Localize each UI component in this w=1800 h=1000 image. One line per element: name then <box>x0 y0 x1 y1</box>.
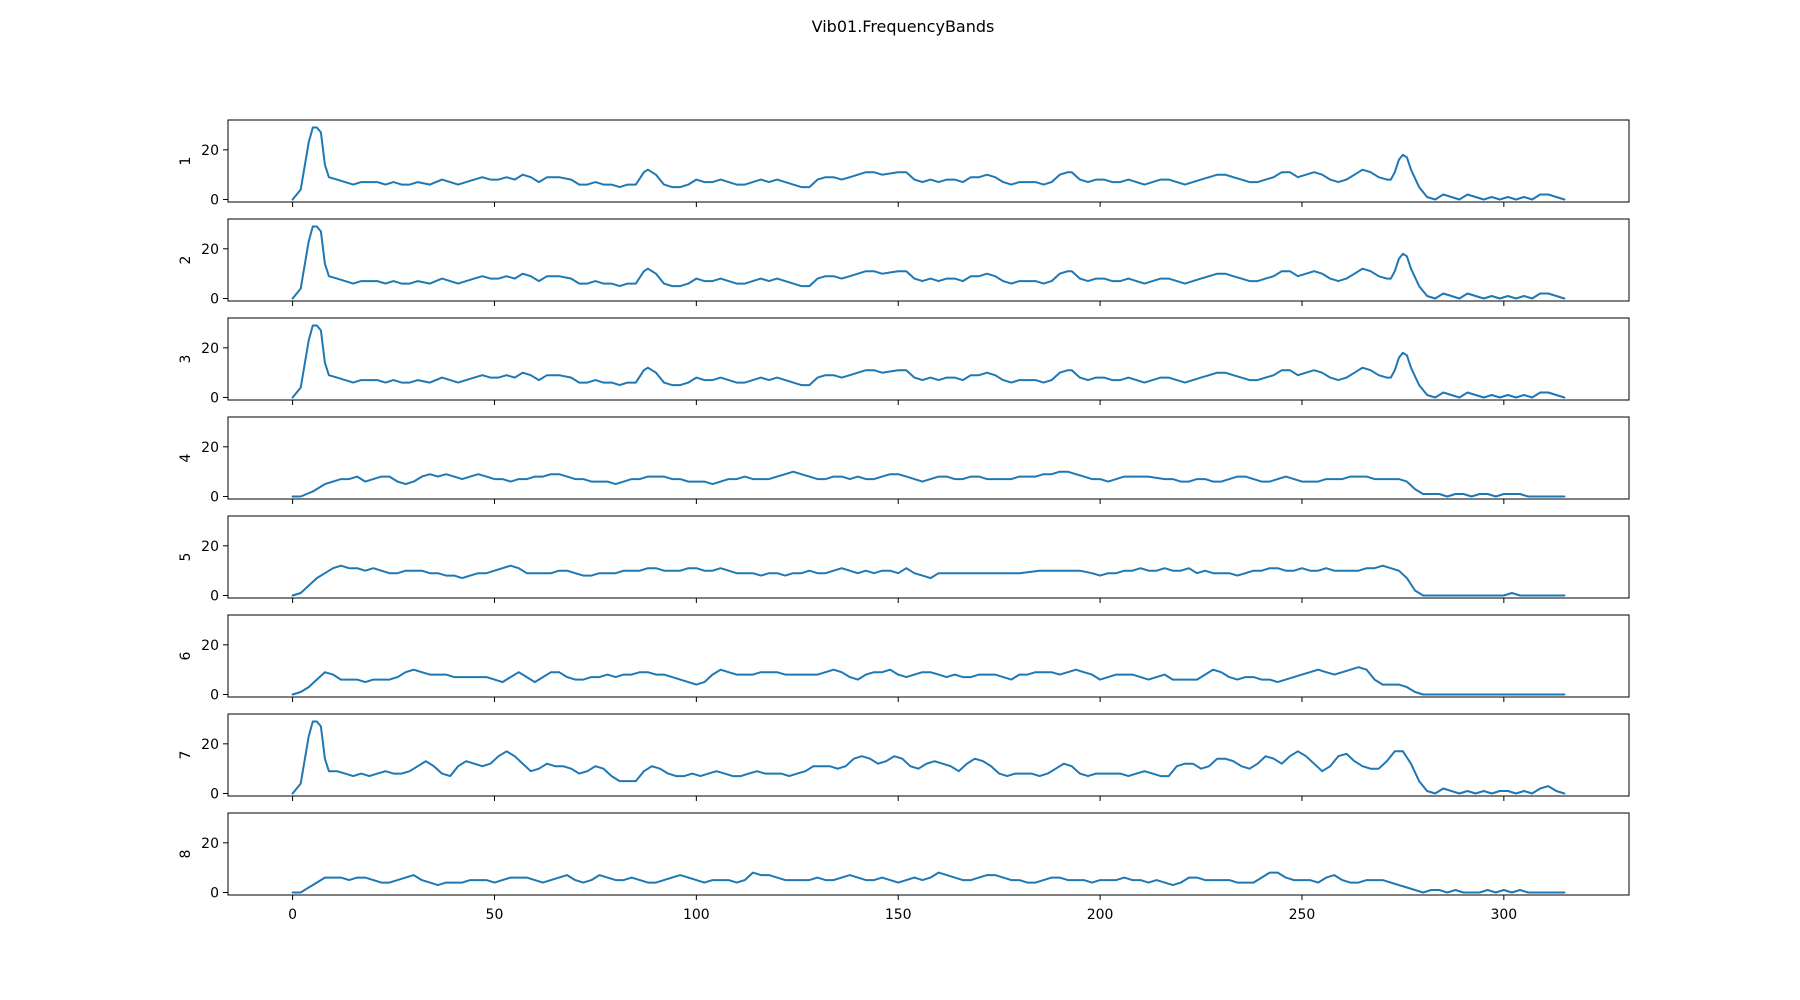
y-tick-label: 0 <box>210 193 219 209</box>
y-tick-label: 0 <box>210 886 219 902</box>
subplot-8: 0 20 8 <box>178 812 1630 902</box>
axes-frame <box>227 812 1630 896</box>
series-line-4 <box>291 470 1566 498</box>
x-axis-ticks: 0 50 100 150 200 250 300 <box>288 907 1517 923</box>
y-axis-label-8: 8 <box>178 850 194 859</box>
y-tick-label: 20 <box>201 638 219 654</box>
y-axis-label-7: 7 <box>178 751 194 760</box>
y-axis-label-4: 4 <box>178 453 194 462</box>
subplot-6: 0 20 6 <box>178 614 1630 704</box>
y-axis-label-1: 1 <box>178 157 194 166</box>
axes-frame <box>227 614 1630 698</box>
x-tick-label: 150 <box>885 907 912 923</box>
x-tick-label: 250 <box>1289 907 1316 923</box>
axes-frame <box>227 416 1630 500</box>
x-tick-label: 50 <box>486 907 504 923</box>
x-tick-label: 0 <box>288 907 297 923</box>
axes-frame <box>227 317 1630 401</box>
y-axis-label-3: 3 <box>178 355 194 364</box>
subplot-3: 0 20 3 <box>178 317 1630 407</box>
y-tick-label: 0 <box>210 292 219 308</box>
series-line-7 <box>291 720 1566 795</box>
y-tick-label: 0 <box>210 787 219 803</box>
y-axis-label-6: 6 <box>178 651 194 660</box>
series-line-8 <box>291 871 1566 894</box>
series-line-3 <box>291 324 1566 399</box>
axes-frame <box>227 218 1630 302</box>
series-line-6 <box>291 666 1566 696</box>
figure-title: Vib01.FrequencyBands <box>812 17 995 36</box>
y-tick-label: 0 <box>210 589 219 605</box>
y-tick-label: 20 <box>201 242 219 258</box>
subplot-7: 0 20 7 <box>178 713 1630 803</box>
y-tick-label: 20 <box>201 836 219 852</box>
axes-frame <box>227 713 1630 797</box>
axes-frame <box>227 119 1630 203</box>
y-tick-label: 0 <box>210 490 219 506</box>
y-tick-label: 0 <box>210 688 219 704</box>
series-line-5 <box>291 564 1566 597</box>
y-tick-label: 20 <box>201 440 219 456</box>
x-tick-label: 200 <box>1087 907 1114 923</box>
x-tick-label: 300 <box>1490 907 1517 923</box>
series-line-1 <box>291 126 1566 201</box>
subplot-5: 0 20 5 <box>178 515 1630 605</box>
series-line-2 <box>291 225 1566 300</box>
subplot-4: 0 20 4 <box>178 416 1630 506</box>
y-axis-label-2: 2 <box>178 256 194 265</box>
y-tick-label: 20 <box>201 539 219 555</box>
y-tick-label: 20 <box>201 737 219 753</box>
x-tick-label: 100 <box>683 907 710 923</box>
y-axis-label-5: 5 <box>178 553 194 562</box>
subplot-2: 0 20 2 <box>178 218 1630 308</box>
axes-frame <box>227 515 1630 599</box>
subplot-1: 0 20 1 <box>178 119 1630 209</box>
y-tick-label: 0 <box>210 391 219 407</box>
y-tick-label: 20 <box>201 341 219 357</box>
y-tick-label: 20 <box>201 143 219 159</box>
